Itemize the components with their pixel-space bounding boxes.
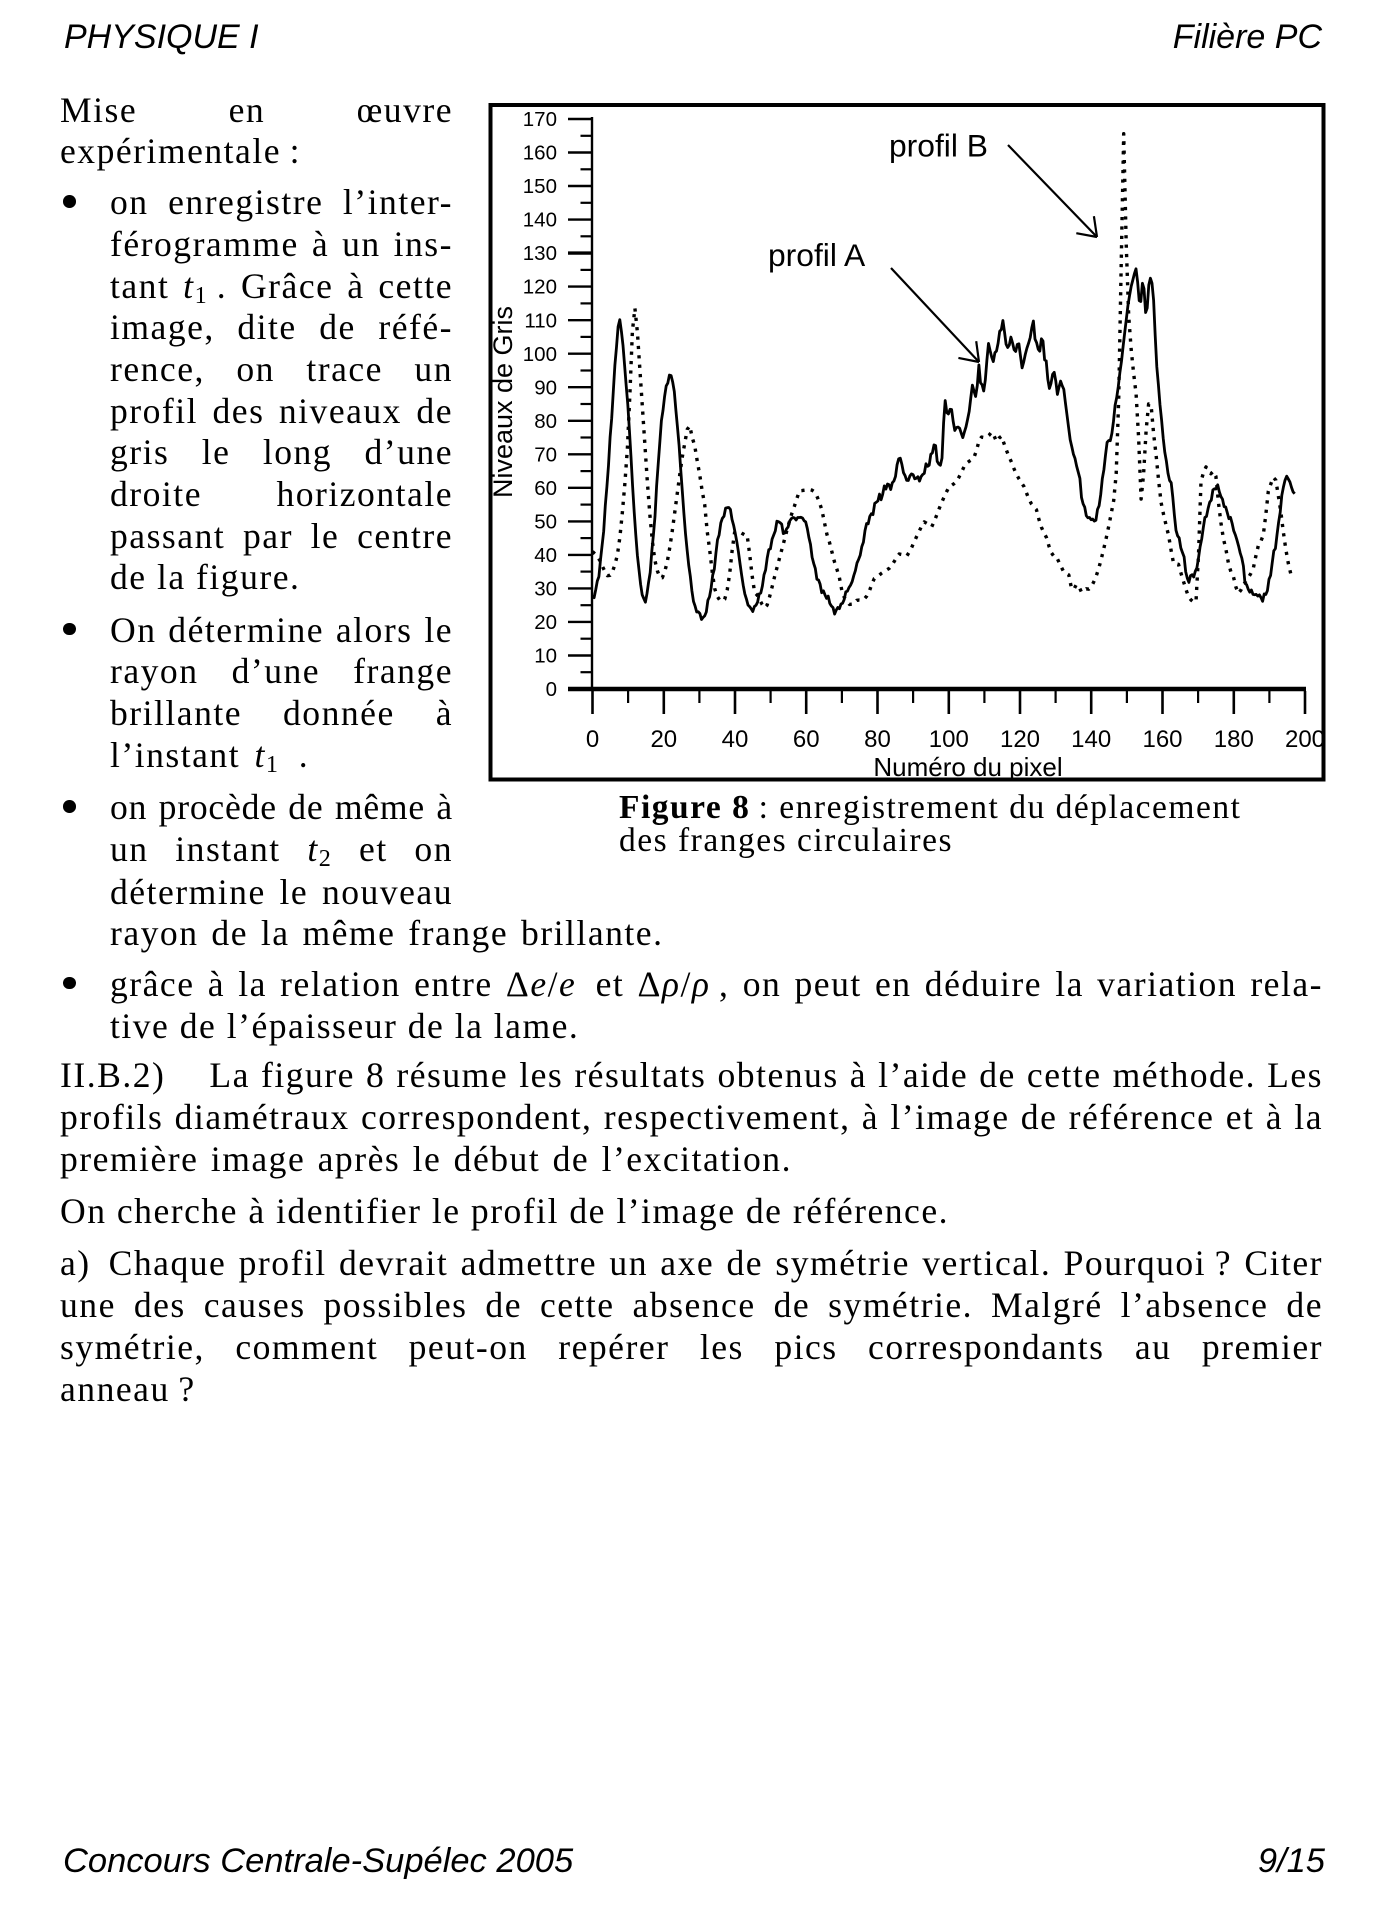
svg-text:20: 20 <box>650 726 677 753</box>
svg-text:200: 200 <box>1285 726 1325 753</box>
svg-text:120: 120 <box>1000 726 1040 753</box>
svg-text:10: 10 <box>534 645 557 668</box>
svg-text:160: 160 <box>1142 726 1182 753</box>
svg-text:100: 100 <box>523 343 557 366</box>
svg-text:120: 120 <box>523 276 557 299</box>
svg-text:160: 160 <box>523 142 557 165</box>
svg-text:140: 140 <box>523 209 557 232</box>
svg-text:60: 60 <box>534 477 557 500</box>
svg-text:70: 70 <box>534 443 557 466</box>
svg-text:100: 100 <box>929 726 969 753</box>
svg-text:Numéro du pixel: Numéro du pixel <box>873 752 1062 782</box>
svg-text:130: 130 <box>523 242 557 265</box>
svg-text:170: 170 <box>523 108 557 131</box>
svg-text:50: 50 <box>534 510 557 533</box>
svg-text:90: 90 <box>534 376 557 399</box>
svg-text:40: 40 <box>534 544 557 567</box>
svg-text:30: 30 <box>534 577 557 600</box>
svg-text:20: 20 <box>534 611 557 634</box>
svg-text:80: 80 <box>534 410 557 433</box>
svg-text:40: 40 <box>722 726 749 753</box>
svg-text:110: 110 <box>524 309 557 332</box>
svg-text:0: 0 <box>546 678 557 701</box>
svg-text:profil B: profil B <box>889 128 988 164</box>
svg-text:60: 60 <box>793 726 820 753</box>
svg-text:140: 140 <box>1071 726 1111 753</box>
svg-text:150: 150 <box>523 175 557 198</box>
svg-text:0: 0 <box>586 726 599 753</box>
svg-text:Niveaux de Gris: Niveaux de Gris <box>488 306 518 498</box>
svg-text:profil A: profil A <box>768 237 866 273</box>
svg-text:180: 180 <box>1214 726 1254 753</box>
svg-text:80: 80 <box>864 726 891 753</box>
